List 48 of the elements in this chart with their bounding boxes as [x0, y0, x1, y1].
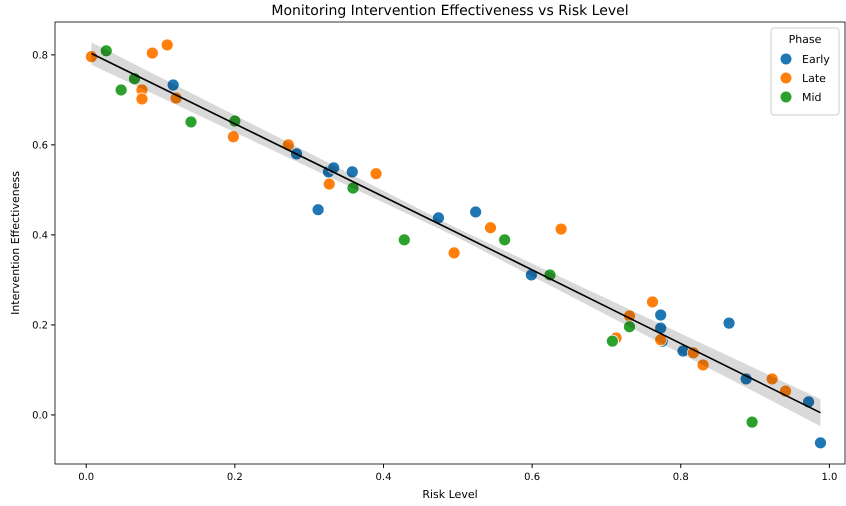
y-axis-title: Intervention Effectiveness: [9, 170, 22, 315]
y-tick-label: 0.8: [32, 50, 48, 62]
point: [114, 84, 128, 96]
legend-label: Early: [802, 53, 830, 66]
point: [398, 233, 411, 246]
chart-title: Monitoring Intervention Effectiveness vs Risk Level: [271, 3, 629, 19]
point: [370, 167, 382, 180]
y-tick-label: 0.2: [32, 320, 48, 332]
point: [606, 334, 619, 348]
point: [814, 436, 827, 450]
point: [766, 372, 779, 386]
point: [346, 165, 359, 178]
point: [100, 44, 113, 58]
point: [722, 316, 736, 330]
point: [524, 268, 538, 282]
x-tick-label: 0.4: [376, 472, 392, 483]
point: [312, 203, 324, 216]
point: [498, 233, 512, 246]
point: [554, 222, 568, 236]
point: [322, 178, 336, 190]
point: [346, 182, 360, 194]
x-tick-label: 0.2: [226, 472, 243, 483]
legend-label: Late: [802, 72, 826, 85]
point: [432, 211, 445, 224]
point: [160, 38, 174, 52]
y-tick-label: 0.0: [32, 410, 48, 422]
point: [746, 416, 759, 429]
legend-label: Mid: [802, 91, 822, 104]
point: [226, 130, 240, 144]
point: [623, 320, 636, 334]
y-tick-label: 0.6: [32, 140, 48, 152]
point: [696, 358, 710, 372]
x-tick-label: 0.6: [524, 472, 540, 483]
point: [166, 78, 180, 92]
x-tick-label: 1.0: [821, 472, 838, 483]
point: [469, 206, 482, 218]
legend-title: Phase: [788, 33, 822, 46]
point: [448, 246, 460, 260]
point: [136, 92, 148, 106]
x-tick-label: 0.0: [78, 472, 94, 483]
x-axis-title: Risk Level: [422, 488, 478, 501]
point: [646, 296, 659, 308]
point: [484, 221, 497, 234]
point: [184, 116, 198, 128]
point: [146, 46, 159, 60]
point: [654, 308, 668, 322]
y-tick-label: 0.4: [32, 230, 48, 242]
x-tick-label: 0.8: [672, 472, 689, 483]
